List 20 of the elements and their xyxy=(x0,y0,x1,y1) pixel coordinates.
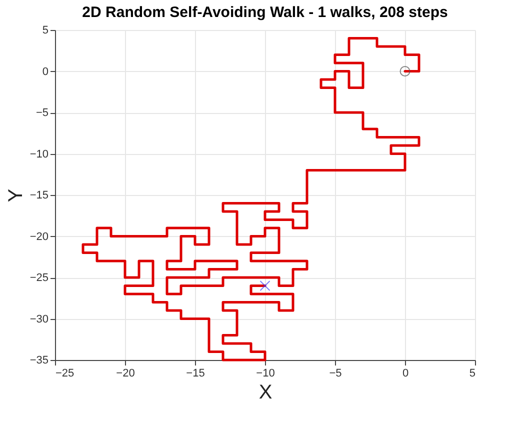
y-axis-title: Y xyxy=(4,188,27,202)
y-tick-label: −10 xyxy=(30,148,48,160)
x-axis-title: X xyxy=(258,382,272,404)
x-tick-label: −25 xyxy=(56,368,74,380)
y-tick-label: −30 xyxy=(30,313,48,326)
y-tick-label: −15 xyxy=(30,190,48,202)
y-tick-label: −20 xyxy=(30,230,48,243)
x-tick-label: 5 xyxy=(469,368,476,380)
y-tick-label: 0 xyxy=(42,66,48,78)
y-tick-label: −35 xyxy=(30,354,48,366)
x-tick-label: −5 xyxy=(329,368,342,380)
x-tick-label: −15 xyxy=(186,368,205,380)
y-tick-label: 5 xyxy=(42,24,48,36)
x-tick-label: 0 xyxy=(402,368,409,380)
x-tick-label: −20 xyxy=(116,368,135,380)
chart-title: 2D Random Self-Avoiding Walk - 1 walks, 208 steps xyxy=(82,4,448,21)
x-tick-label: −10 xyxy=(256,368,275,380)
y-tick-label: −25 xyxy=(30,272,48,284)
line-series xyxy=(82,37,420,362)
y-tick-label: −5 xyxy=(36,107,48,119)
